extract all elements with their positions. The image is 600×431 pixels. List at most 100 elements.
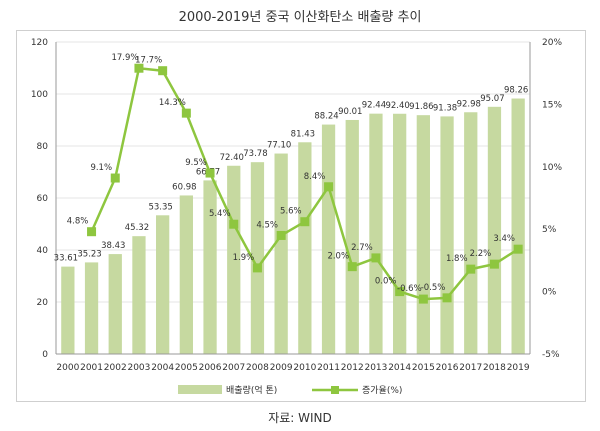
growth-rate-label: 4.5% <box>256 220 278 230</box>
x-tick-label: 2007 <box>222 363 245 373</box>
y2-tick-label: 10% <box>542 163 562 173</box>
x-tick-label: 2011 <box>317 363 340 373</box>
growth-rate-label: 2.0% <box>327 252 349 262</box>
bar <box>156 215 170 354</box>
growth-rate-label: 17.9% <box>111 53 138 63</box>
growth-rate-marker <box>205 168 215 178</box>
bar <box>369 113 383 354</box>
bar-value-label: 88.24 <box>314 112 338 122</box>
growth-rate-label: 1.9% <box>233 253 255 263</box>
x-tick-label: 2009 <box>270 363 293 373</box>
growth-rate-label: 8.4% <box>304 172 326 182</box>
y-tick-label: 20 <box>37 298 49 308</box>
growth-rate-marker <box>418 294 428 304</box>
bar <box>487 106 502 355</box>
growth-rate-label: 1.8% <box>446 254 468 264</box>
x-tick-label: 2010 <box>293 363 316 373</box>
bar <box>321 124 336 355</box>
growth-rate-marker <box>181 108 191 118</box>
growth-rate-label: 4.8% <box>67 217 89 227</box>
bar <box>416 115 430 354</box>
bar <box>274 153 288 354</box>
y-tick-label: 40 <box>37 246 49 256</box>
bar-value-label: 77.10 <box>267 141 291 151</box>
x-tick-label: 2018 <box>483 363 506 373</box>
bar <box>227 165 241 354</box>
growth-rate-marker <box>87 227 97 237</box>
bar-value-label: 53.35 <box>148 202 172 212</box>
x-tick-label: 2016 <box>436 363 459 373</box>
bar <box>298 142 312 354</box>
growth-rate-marker <box>442 293 452 303</box>
growth-rate-marker <box>371 253 381 263</box>
x-tick-label: 2017 <box>459 363 482 373</box>
growth-rate-marker <box>110 173 120 183</box>
growth-rate-label: 0.0% <box>375 277 397 287</box>
y2-tick-label: -5% <box>542 350 560 360</box>
x-tick-label: 2019 <box>507 363 530 373</box>
x-tick-label: 2003 <box>127 363 150 373</box>
bar-value-label: 38.43 <box>101 241 125 251</box>
y2-tick-label: 0% <box>542 288 557 298</box>
bar-value-label: 90.01 <box>338 107 362 117</box>
growth-rate-marker <box>324 182 334 192</box>
bar <box>345 119 359 354</box>
growth-rate-marker <box>466 264 476 274</box>
legend-line-marker <box>331 386 339 394</box>
growth-rate-label: -0.6% <box>397 284 422 294</box>
x-tick-label: 2002 <box>104 363 127 373</box>
x-tick-label: 2013 <box>364 363 387 373</box>
bar <box>250 162 265 354</box>
bar <box>511 98 525 354</box>
bar-value-label: 98.26 <box>504 86 528 96</box>
bar-value-label: 92.40 <box>385 101 409 111</box>
bar-value-label: 45.32 <box>125 223 149 233</box>
growth-rate-label: 3.4% <box>493 234 515 244</box>
bar <box>179 195 193 354</box>
bar-value-label: 91.86 <box>409 102 433 112</box>
bar-value-label: 35.23 <box>77 249 101 259</box>
x-tick-label: 2006 <box>199 363 222 373</box>
x-tick-label: 2005 <box>175 363 198 373</box>
bar-value-label: 60.98 <box>172 182 196 192</box>
y-tick-label: 0 <box>42 350 48 360</box>
growth-rate-label: 5.6% <box>280 207 302 217</box>
x-tick-label: 2012 <box>341 363 364 373</box>
x-tick-label: 2015 <box>412 363 435 373</box>
growth-rate-label: 9.5% <box>185 158 207 168</box>
bar <box>108 254 122 354</box>
x-tick-label: 2001 <box>80 363 103 373</box>
growth-rate-label: 17.7% <box>135 56 162 66</box>
source-note: 자료: WIND <box>268 411 332 425</box>
x-tick-label: 2000 <box>56 363 79 373</box>
y2-tick-label: 5% <box>542 225 557 235</box>
y-tick-label: 80 <box>37 142 49 152</box>
growth-rate-marker <box>252 263 262 273</box>
bar <box>464 112 478 354</box>
y-tick-label: 60 <box>37 194 49 204</box>
x-tick-label: 2008 <box>246 363 269 373</box>
bar-value-label: 81.43 <box>291 129 315 139</box>
growth-rate-marker <box>513 244 523 254</box>
legend-bar-swatch <box>178 385 222 394</box>
legend-bar-label: 배출량(억 톤) <box>226 384 277 396</box>
bar-value-label: 91.38 <box>433 103 457 113</box>
chart-title: 2000-2019년 중국 이산화탄소 배출량 추이 <box>178 10 422 25</box>
growth-rate-marker <box>134 63 144 73</box>
growth-rate-marker <box>489 259 499 269</box>
bar-value-label: 92.44 <box>362 101 386 111</box>
growth-rate-marker <box>229 219 239 229</box>
growth-rate-marker <box>158 66 168 76</box>
bar <box>203 180 217 354</box>
bar-value-label: 92.98 <box>457 99 481 109</box>
growth-rate-marker <box>395 287 405 297</box>
bar <box>393 113 407 354</box>
growth-rate-marker <box>276 230 286 240</box>
x-tick-label: 2004 <box>151 363 174 373</box>
bar <box>84 262 99 354</box>
y-tick-label: 120 <box>31 38 48 48</box>
bar <box>61 266 75 354</box>
x-tick-label: 2014 <box>388 363 411 373</box>
growth-rate-label: -0.5% <box>421 283 446 293</box>
